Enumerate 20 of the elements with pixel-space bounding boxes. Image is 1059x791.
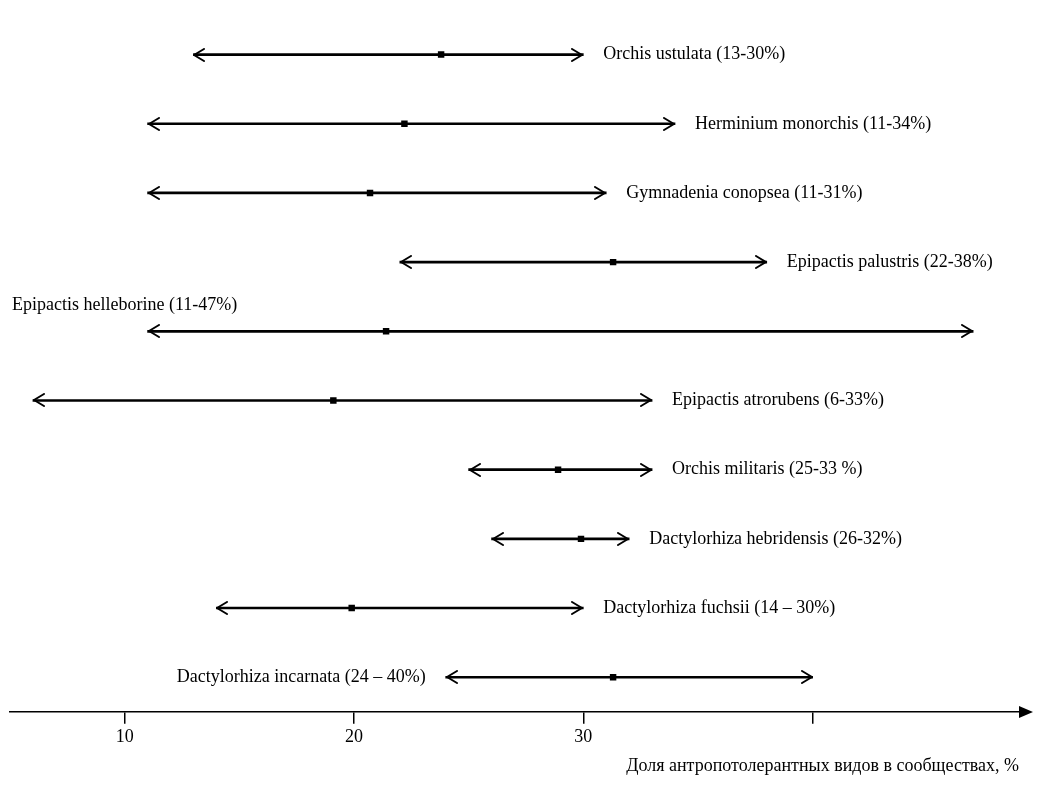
x-tick-label: 30: [574, 726, 593, 747]
y-tick-label: Dactylorhiza incarnata (24 – 40%): [176, 665, 426, 687]
y-tick-label: Herminium monorchis (11-34%): [695, 112, 932, 134]
y-tick-label: Epipactis atrorubens (6-33%): [672, 389, 885, 411]
y-tick-label: Dactylorhiza hebridensis (26-32%): [649, 527, 903, 549]
x-tick-label: 10: [115, 726, 134, 747]
y-tick-label: Epipactis helleborine (11-47%): [12, 294, 238, 316]
x-tick-label: 20: [344, 726, 363, 747]
y-tick-label: Epipactis palustris (22-38%): [786, 250, 993, 272]
y-tick-label: Gymnadenia conopsea (11-31%): [626, 181, 863, 203]
y-tick-label: Orchis ustulata (13-30%): [603, 43, 786, 65]
y-tick-label: Orchis militaris (25-33 %): [672, 458, 863, 480]
bar: [193, 53, 584, 56]
bar: [32, 399, 653, 402]
x-axis-title: Доля антропотолерантных видов в сообществах, %: [626, 754, 1019, 775]
y-tick-label: Dactylorhiza fuchsii (14 – 30%): [603, 596, 836, 618]
bar: [468, 468, 653, 471]
bar: [147, 122, 676, 126]
bar: [147, 329, 974, 333]
bar: [445, 675, 813, 679]
